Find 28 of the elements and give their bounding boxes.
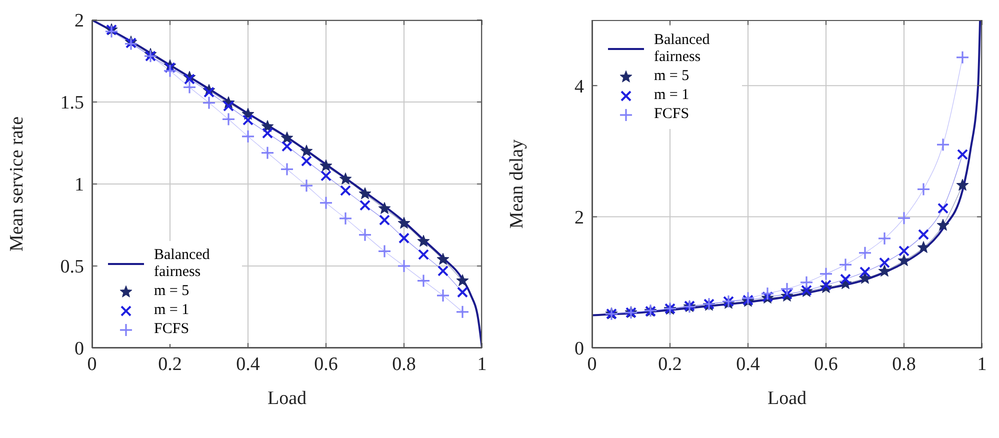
x-axis-title: Load: [767, 388, 808, 409]
x-tick-label: 0.2: [658, 354, 682, 375]
legend-label: m = 1: [154, 302, 190, 319]
x-tick-label: 0.8: [392, 354, 416, 375]
y-tick-label: 2: [574, 207, 584, 228]
y-tick-label: 0: [74, 338, 84, 360]
y-tick-label: 4: [574, 76, 584, 98]
x-tick-label: 1: [977, 354, 987, 375]
x-tick-label: 0.6: [814, 354, 838, 375]
y-tick-label: 0: [574, 338, 584, 360]
y-tick-label: 2: [74, 10, 84, 32]
y-axis-title: Mean service rate: [6, 116, 28, 252]
legend-label: FCFS: [154, 321, 190, 338]
y-axis-title: Mean delay: [506, 138, 528, 229]
x-tick-label: 1: [477, 354, 487, 375]
x-tick-label: 0.4: [236, 354, 260, 375]
y-tick-label: 1: [74, 174, 84, 196]
x-tick-label: 0.8: [892, 354, 916, 375]
x-tick-label: 0.4: [736, 354, 760, 375]
y-tick-label: 0.5: [60, 256, 84, 278]
legend-label: m = 5: [154, 283, 190, 300]
legend-label: m = 1: [654, 87, 690, 104]
x-axis-title: Load: [267, 388, 308, 409]
x-tick-label: 0.6: [314, 354, 338, 375]
y-tick-label: 1.5: [60, 92, 84, 114]
x-tick-label: 0.2: [158, 354, 182, 375]
legend-label: m = 5: [654, 68, 690, 85]
legend-label: FCFS: [654, 106, 690, 123]
